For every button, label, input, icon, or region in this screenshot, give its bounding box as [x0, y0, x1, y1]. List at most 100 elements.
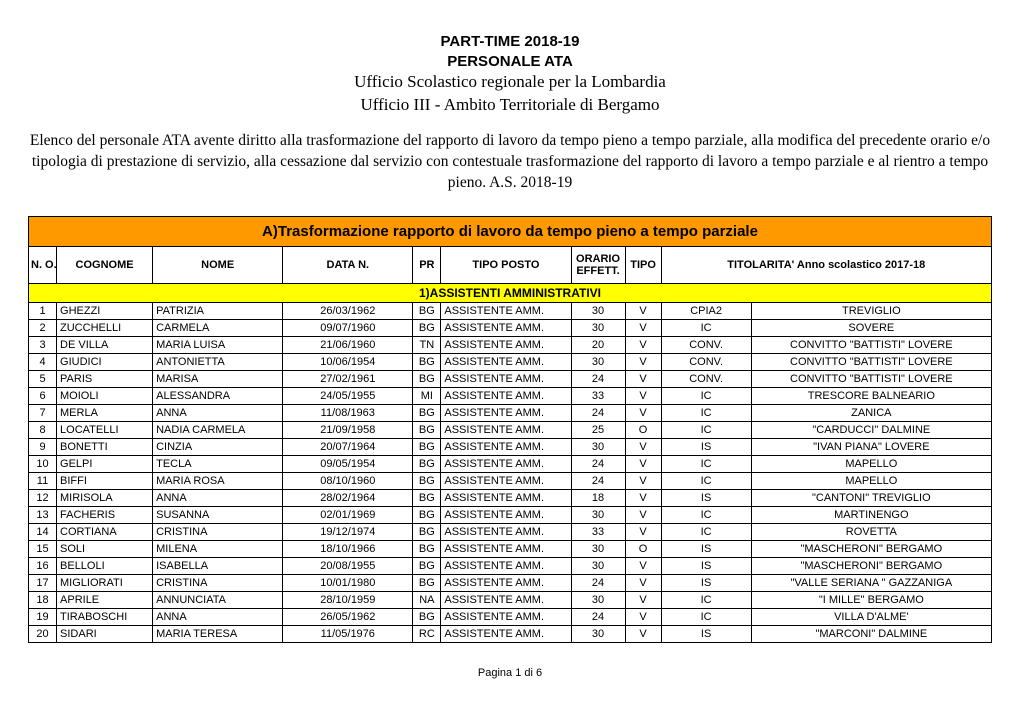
cell-tit1: CONV. — [661, 353, 751, 370]
cell-tit1: IC — [661, 591, 751, 608]
cell-tipo-posto: ASSISTENTE AMM. — [441, 625, 571, 642]
table-row: 14CORTIANACRISTINA19/12/1974BGASSISTENTE… — [29, 523, 992, 540]
cell-nome: NADIA CARMELA — [153, 421, 283, 438]
cell-cognome: APRILE — [57, 591, 153, 608]
cell-tipo-posto: ASSISTENTE AMM. — [441, 336, 571, 353]
cell-orario: 30 — [571, 353, 625, 370]
cell-tit1: IC — [661, 421, 751, 438]
cell-orario: 24 — [571, 608, 625, 625]
cell-nome: SUSANNA — [153, 506, 283, 523]
cell-pr: BG — [413, 319, 441, 336]
cell-tit1: IC — [661, 472, 751, 489]
cell-tit1: IS — [661, 540, 751, 557]
cell-tipo: V — [625, 370, 661, 387]
cell-cognome: LOCATELLI — [57, 421, 153, 438]
cell-nome: ALESSANDRA — [153, 387, 283, 404]
cell-tit1: IC — [661, 608, 751, 625]
cell-no: 1 — [29, 302, 57, 319]
cell-nome: MARIA LUISA — [153, 336, 283, 353]
cell-no: 14 — [29, 523, 57, 540]
cell-nome: TECLA — [153, 455, 283, 472]
cell-tipo-posto: ASSISTENTE AMM. — [441, 404, 571, 421]
table-row: 2ZUCCHELLICARMELA09/07/1960BGASSISTENTE … — [29, 319, 992, 336]
cell-no: 19 — [29, 608, 57, 625]
table-row: 4GIUDICIANTONIETTA10/06/1954BGASSISTENTE… — [29, 353, 992, 370]
cell-orario: 25 — [571, 421, 625, 438]
cell-cognome: MOIOLI — [57, 387, 153, 404]
cell-tit1: IS — [661, 625, 751, 642]
cell-tit2: ZANICA — [751, 404, 991, 421]
cell-no: 13 — [29, 506, 57, 523]
table-row: 9BONETTICINZIA20/07/1964BGASSISTENTE AMM… — [29, 438, 992, 455]
table-row: 19TIRABOSCHIANNA26/05/1962BGASSISTENTE A… — [29, 608, 992, 625]
table-row: 11BIFFIMARIA ROSA08/10/1960BGASSISTENTE … — [29, 472, 992, 489]
col-orario: ORARIO EFFETT. — [571, 246, 625, 283]
cell-no: 11 — [29, 472, 57, 489]
cell-pr: BG — [413, 472, 441, 489]
cell-no: 8 — [29, 421, 57, 438]
cell-tipo: V — [625, 455, 661, 472]
cell-tipo-posto: ASSISTENTE AMM. — [441, 608, 571, 625]
cell-data: 20/08/1955 — [283, 557, 413, 574]
cell-tit1: IC — [661, 387, 751, 404]
cell-data: 10/01/1980 — [283, 574, 413, 591]
cell-cognome: BELLOLI — [57, 557, 153, 574]
cell-no: 18 — [29, 591, 57, 608]
cell-tit2: ROVETTA — [751, 523, 991, 540]
cell-tit2: TRESCORE BALNEARIO — [751, 387, 991, 404]
cell-cognome: CORTIANA — [57, 523, 153, 540]
cell-cognome: GELPI — [57, 455, 153, 472]
col-nome: NOME — [153, 246, 283, 283]
cell-orario: 30 — [571, 506, 625, 523]
cell-pr: BG — [413, 438, 441, 455]
cell-data: 21/06/1960 — [283, 336, 413, 353]
cell-tipo: V — [625, 319, 661, 336]
cell-tit2: "CARDUCCI" DALMINE — [751, 421, 991, 438]
cell-tipo: V — [625, 574, 661, 591]
cell-nome: CRISTINA — [153, 523, 283, 540]
cell-tipo-posto: ASSISTENTE AMM. — [441, 472, 571, 489]
cell-tipo: V — [625, 472, 661, 489]
cell-nome: MARIA ROSA — [153, 472, 283, 489]
cell-no: 12 — [29, 489, 57, 506]
cell-nome: ANNA — [153, 608, 283, 625]
cell-cognome: MIGLIORATI — [57, 574, 153, 591]
cell-tipo-posto: ASSISTENTE AMM. — [441, 387, 571, 404]
cell-cognome: MIRISOLA — [57, 489, 153, 506]
cell-nome: MILENA — [153, 540, 283, 557]
table-row: 1GHEZZIPATRIZIA26/03/1962BGASSISTENTE AM… — [29, 302, 992, 319]
cell-pr: NA — [413, 591, 441, 608]
cell-tipo: V — [625, 438, 661, 455]
cell-data: 26/05/1962 — [283, 608, 413, 625]
cell-data: 27/02/1961 — [283, 370, 413, 387]
cell-cognome: BONETTI — [57, 438, 153, 455]
cell-cognome: MERLA — [57, 404, 153, 421]
cell-tit1: IC — [661, 404, 751, 421]
header-line-4: Ufficio III - Ambito Territoriale di Ber… — [28, 94, 992, 117]
cell-no: 7 — [29, 404, 57, 421]
cell-pr: BG — [413, 370, 441, 387]
cell-nome: MARISA — [153, 370, 283, 387]
cell-tipo: V — [625, 387, 661, 404]
cell-tit1: CPIA2 — [661, 302, 751, 319]
cell-orario: 30 — [571, 625, 625, 642]
table-row: 18APRILEANNUNCIATA28/10/1959NAASSISTENTE… — [29, 591, 992, 608]
cell-cognome: BIFFI — [57, 472, 153, 489]
cell-pr: BG — [413, 608, 441, 625]
col-data: DATA N. — [283, 246, 413, 283]
cell-tit2: MAPELLO — [751, 472, 991, 489]
cell-tit1: IS — [661, 489, 751, 506]
table-row: 8LOCATELLINADIA CARMELA21/09/1958BGASSIS… — [29, 421, 992, 438]
cell-cognome: GIUDICI — [57, 353, 153, 370]
cell-tit2: "MARCONI" DALMINE — [751, 625, 991, 642]
cell-tit2: "VALLE SERIANA " GAZZANIGA — [751, 574, 991, 591]
cell-tit1: IS — [661, 557, 751, 574]
cell-tit2: CONVITTO "BATTISTI" LOVERE — [751, 370, 991, 387]
cell-cognome: FACHERIS — [57, 506, 153, 523]
page-footer: Pagina 1 di 6 — [28, 667, 992, 679]
cell-tipo: O — [625, 540, 661, 557]
cell-cognome: SOLI — [57, 540, 153, 557]
cell-tit1: CONV. — [661, 336, 751, 353]
table-row: 20SIDARIMARIA TERESA11/05/1976RCASSISTEN… — [29, 625, 992, 642]
cell-data: 08/10/1960 — [283, 472, 413, 489]
